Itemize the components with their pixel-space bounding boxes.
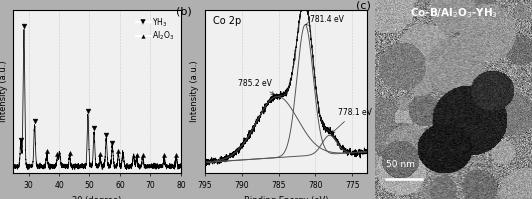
Text: (c): (c)	[356, 0, 371, 10]
Text: 781.4 eV: 781.4 eV	[306, 15, 344, 25]
X-axis label: 2θ (degree): 2θ (degree)	[72, 196, 122, 199]
Text: 778.1 eV: 778.1 eV	[332, 108, 371, 133]
Y-axis label: Intensity (a.u.): Intensity (a.u.)	[0, 61, 8, 122]
Text: 785.2 eV: 785.2 eV	[238, 79, 274, 95]
X-axis label: Binding Energy (eV): Binding Energy (eV)	[244, 196, 328, 199]
Text: (b): (b)	[176, 7, 192, 17]
Text: Co 2p: Co 2p	[213, 17, 241, 26]
Legend: YH$_3$, Al$_2$O$_3$: YH$_3$, Al$_2$O$_3$	[135, 15, 176, 43]
Text: 50 nm: 50 nm	[386, 160, 415, 169]
Text: Co-B/Al$_2$O$_3$-YH$_3$: Co-B/Al$_2$O$_3$-YH$_3$	[410, 6, 497, 20]
Y-axis label: Intensity (a.u.): Intensity (a.u.)	[190, 61, 200, 122]
